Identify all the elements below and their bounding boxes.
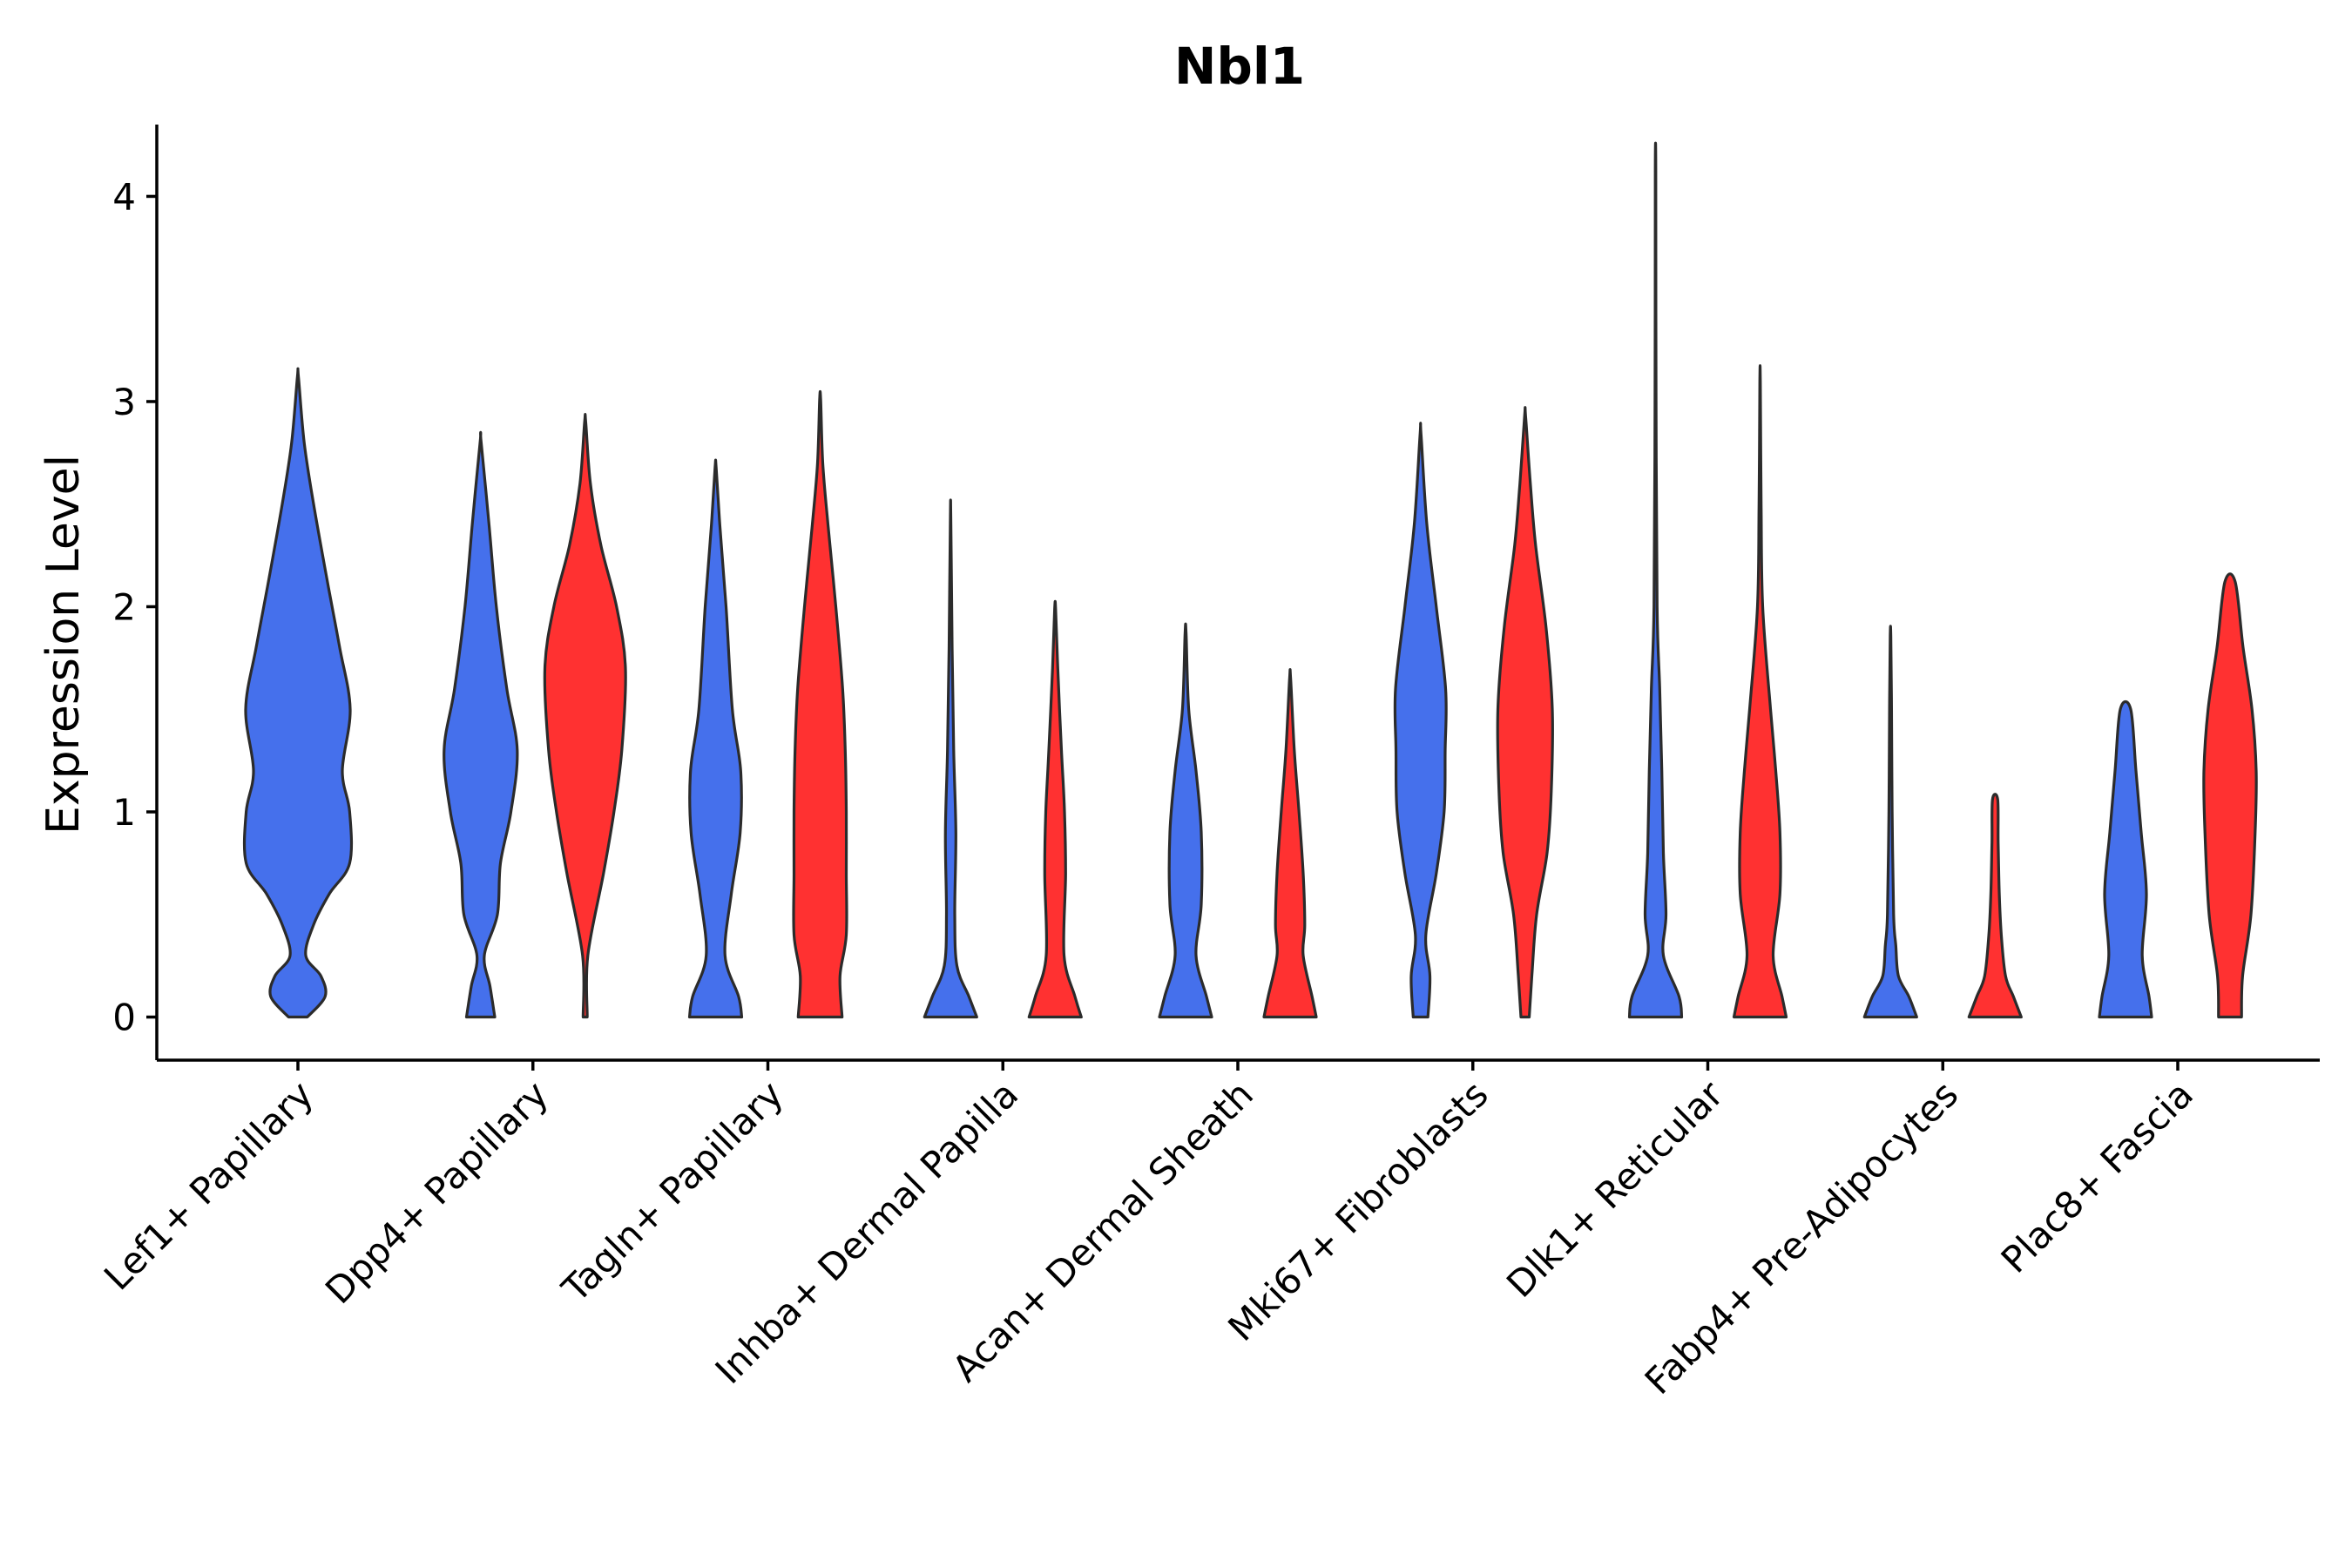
violin-red (1732, 364, 1788, 1019)
violin-red (2202, 572, 2258, 1019)
x-tick-label: Tagln+ Papillary (553, 1072, 791, 1310)
violin-red (1496, 406, 1554, 1019)
y-tick-label: 3 (112, 381, 136, 423)
chart-title: Nbl1 (1174, 37, 1305, 96)
y-tick-label: 1 (112, 791, 136, 834)
y-axis-label: Expression Level (37, 455, 90, 835)
x-tick-label: Lef1+ Papillary (96, 1072, 321, 1298)
violin-blue (1862, 625, 1918, 1019)
y-tick-label: 2 (112, 585, 136, 628)
x-tick-label: Dlk1+ Reticular (1498, 1072, 1732, 1306)
x-tick-label: Plac8+ Fascia (1993, 1072, 2201, 1281)
violin-group (242, 141, 2258, 1019)
x-tick-label: Dpp4+ Papillary (317, 1072, 557, 1312)
violin-red (1967, 793, 2023, 1019)
violin-red (543, 413, 627, 1019)
violin-blue (242, 367, 354, 1019)
violin-blue (923, 498, 978, 1019)
violin-blue (1393, 422, 1448, 1019)
violin-red (1027, 599, 1083, 1019)
violin-red (792, 389, 848, 1019)
y-tick-label: 0 (112, 997, 136, 1039)
violin-blue (2098, 700, 2153, 1019)
violin-red (1262, 668, 1318, 1019)
violin-blue (1627, 141, 1684, 1019)
violin-blue (687, 458, 744, 1019)
x-tick-label: Mki67+ Fibroblasts (1220, 1072, 1496, 1348)
y-tick-label: 4 (112, 175, 136, 218)
violin-blue (443, 430, 519, 1019)
y-axis-ticks: 0 1 2 3 4 (112, 175, 157, 1039)
violin-blue (1158, 622, 1213, 1019)
